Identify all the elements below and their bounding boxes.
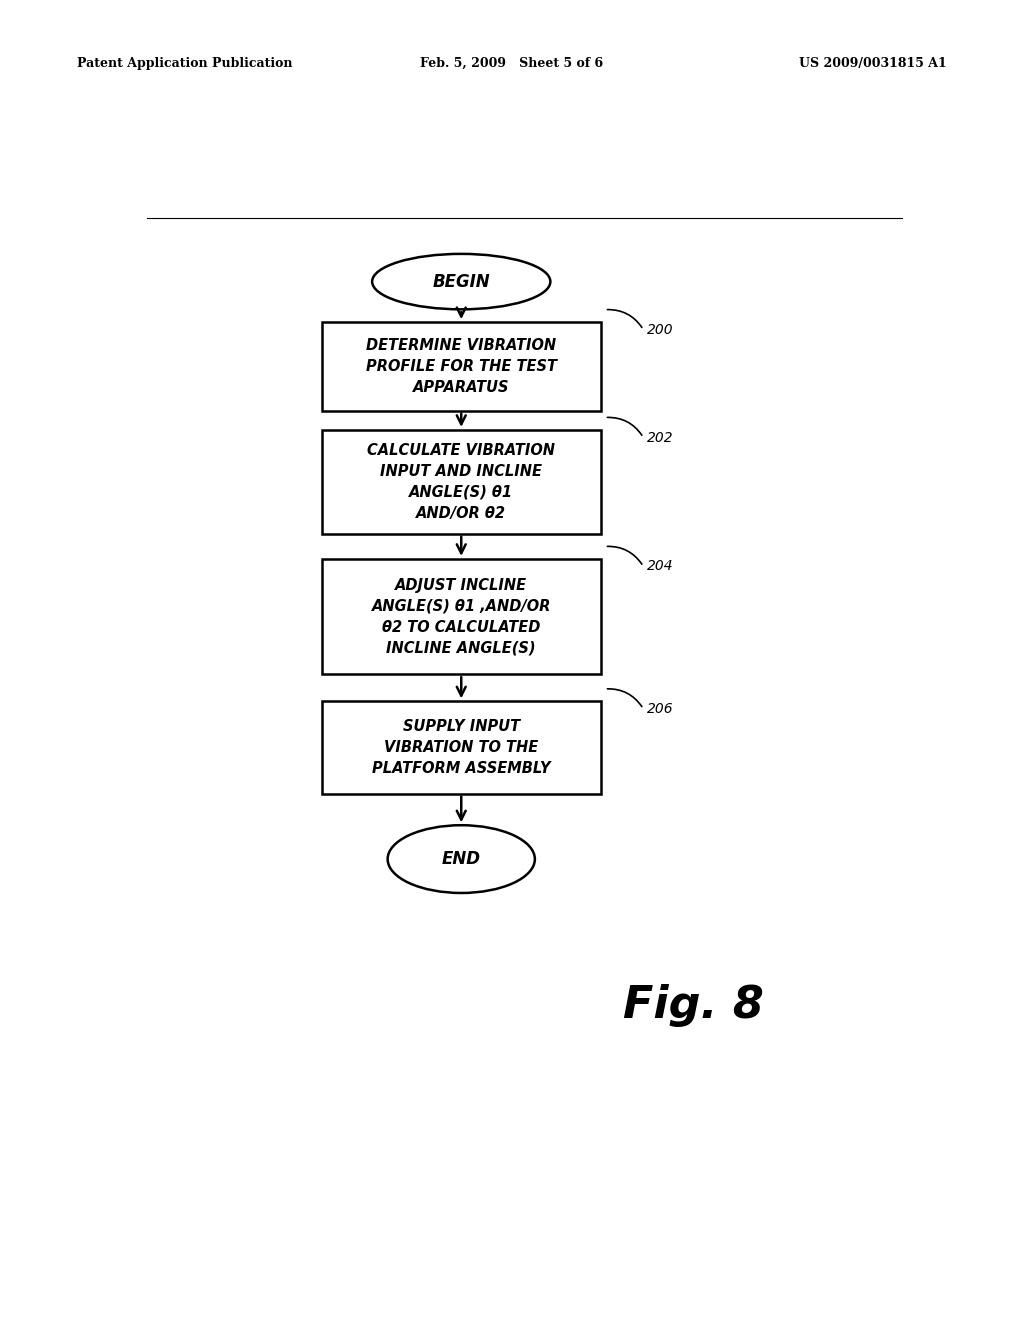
Bar [322, 430, 601, 533]
Bar [322, 558, 601, 675]
Text: ADJUST INCLINE
ANGLE(S) θ1 ,AND/OR
θ2 TO CALCULATED
INCLINE ANGLE(S): ADJUST INCLINE ANGLE(S) θ1 ,AND/OR θ2 TO… [372, 578, 551, 656]
Text: Feb. 5, 2009   Sheet 5 of 6: Feb. 5, 2009 Sheet 5 of 6 [421, 57, 603, 70]
Text: Fig. 8: Fig. 8 [624, 983, 764, 1027]
Bar [322, 701, 601, 793]
Text: 204: 204 [647, 560, 674, 573]
Text: END: END [441, 850, 480, 869]
Text: CALCULATE VIBRATION
INPUT AND INCLINE
ANGLE(S) θ1
AND/OR θ2: CALCULATE VIBRATION INPUT AND INCLINE AN… [368, 442, 555, 521]
Text: 202: 202 [647, 430, 674, 445]
Ellipse shape [388, 825, 535, 894]
Text: SUPPLY INPUT
VIBRATION TO THE
PLATFORM ASSEMBLY: SUPPLY INPUT VIBRATION TO THE PLATFORM A… [372, 719, 551, 776]
Ellipse shape [372, 253, 550, 309]
Text: 200: 200 [647, 322, 674, 337]
Text: US 2009/0031815 A1: US 2009/0031815 A1 [800, 57, 947, 70]
Bar [322, 322, 601, 411]
Text: DETERMINE VIBRATION
PROFILE FOR THE TEST
APPARATUS: DETERMINE VIBRATION PROFILE FOR THE TEST… [366, 338, 557, 395]
Text: Patent Application Publication: Patent Application Publication [77, 57, 292, 70]
Text: 206: 206 [647, 702, 674, 715]
Text: BEGIN: BEGIN [432, 273, 490, 290]
